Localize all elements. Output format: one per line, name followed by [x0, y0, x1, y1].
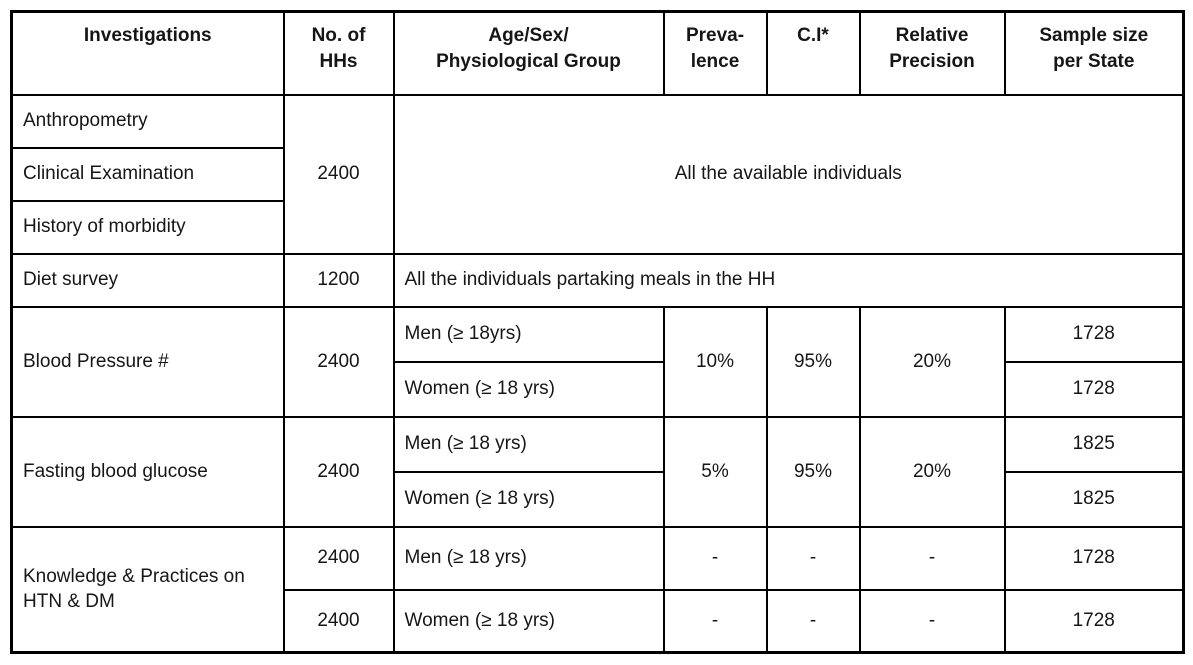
group-cell-bp-men: Men (≥ 18yrs) — [392, 305, 665, 363]
ci-cell-knowledge-women: - — [765, 588, 861, 654]
header-age-sex-group: Age/Sex/ Physiological Group — [392, 10, 665, 96]
group-cell-knowledge-women: Women (≥ 18 yrs) — [392, 588, 665, 654]
header-row: Investigations No. of HHs Age/Sex/ Physi… — [10, 10, 1185, 96]
group-cell-fasting-men: Men (≥ 18 yrs) — [392, 415, 665, 473]
header-ci: C.I* — [765, 10, 861, 96]
table-row-blood-pressure-women: Women (≥ 18 yrs) 1728 — [12, 360, 1185, 418]
hhs-cell-blood-pressure: 2400 — [282, 305, 395, 418]
sample-size-cell-knowledge-women: 1728 — [1003, 588, 1185, 654]
relative-precision-cell-fasting: 20% — [858, 415, 1006, 528]
sample-size-cell-fasting-women: 1825 — [1003, 470, 1185, 528]
investigation-cell-knowledge: Knowledge & Practices on HTN & DM — [10, 525, 285, 654]
table-row-knowledge-men: Knowledge & Practices on HTN & DM 2400 M… — [10, 525, 1185, 654]
hhs-cell-knowledge-women: 2400 — [282, 588, 395, 654]
investigation-cell-anthropometry: Anthropometry — [10, 93, 285, 149]
header-sample-size-per-state: Sample size per State — [1003, 10, 1185, 96]
relative-precision-cell-bp: 20% — [858, 305, 1006, 418]
sample-size-cell-knowledge-men: 1728 — [1003, 525, 1185, 591]
sample-size-cell-bp-women: 1728 — [1003, 360, 1185, 418]
table-row-history-of-morbidity: History of morbidity — [10, 199, 1184, 255]
ci-cell-fasting: 95% — [765, 415, 861, 528]
sample-size-cell-fasting-men: 1825 — [1003, 415, 1185, 473]
group-note-cell-anthro: All the available individuals — [392, 93, 1185, 255]
table-row-fasting-glucose-women: Women (≥ 18 yrs) 1825 — [12, 470, 1185, 528]
investigation-cell-fasting-glucose: Fasting blood glucose — [10, 415, 285, 528]
prevalence-cell-bp: 10% — [662, 305, 768, 418]
group-cell-knowledge-men: Men (≥ 18 yrs) — [392, 525, 665, 591]
prevalence-cell-knowledge-men: - — [662, 525, 768, 591]
group-cell-fasting-women: Women (≥ 18 yrs) — [392, 470, 665, 528]
table-row-knowledge-women: 2400 Women (≥ 18 yrs) - - - 1728 — [12, 588, 1185, 654]
table-row-diet-survey: Diet survey 1200 All the individuals par… — [10, 252, 1185, 308]
table-row-anthropometry: Anthropometry 2400 All the available ind… — [10, 93, 1185, 255]
hhs-cell-knowledge-men: 2400 — [282, 525, 395, 591]
relative-precision-cell-knowledge-men: - — [858, 525, 1006, 591]
prevalence-cell-knowledge-women: - — [662, 588, 768, 654]
group-cell-bp-women: Women (≥ 18 yrs) — [392, 360, 665, 418]
table-row-clinical-examination: Clinical Examination — [10, 146, 1184, 202]
table-row-blood-pressure-men: Blood Pressure # 2400 Men (≥ 18yrs) 10% … — [10, 305, 1185, 418]
hhs-cell-fasting-glucose: 2400 — [282, 415, 395, 528]
investigation-cell-blood-pressure: Blood Pressure # — [10, 305, 285, 418]
table-row-fasting-glucose-men: Fasting blood glucose 2400 Men (≥ 18 yrs… — [10, 415, 1185, 528]
group-note-cell-diet: All the individuals partaking meals in t… — [392, 252, 1185, 308]
ci-cell-knowledge-men: - — [765, 525, 861, 591]
hhs-cell-diet: 1200 — [282, 252, 395, 308]
prevalence-cell-fasting: 5% — [662, 415, 768, 528]
ci-cell-bp: 95% — [765, 305, 861, 418]
header-prevalence: Preva- lence — [662, 10, 768, 96]
sample-size-cell-bp-men: 1728 — [1003, 305, 1185, 363]
relative-precision-cell-knowledge-women: - — [858, 588, 1006, 654]
hhs-cell-anthro-group: 2400 — [282, 93, 395, 255]
investigation-cell-clinical: Clinical Examination — [10, 146, 285, 202]
investigation-cell-history: History of morbidity — [10, 199, 285, 255]
investigation-cell-diet: Diet survey — [10, 252, 285, 308]
header-investigations: Investigations — [10, 10, 285, 96]
header-relative-precision: Relative Precision — [858, 10, 1006, 96]
header-no-of-hhs: No. of HHs — [282, 10, 395, 96]
survey-sampling-table: Investigations No. of HHs Age/Sex/ Physi… — [10, 10, 1185, 654]
